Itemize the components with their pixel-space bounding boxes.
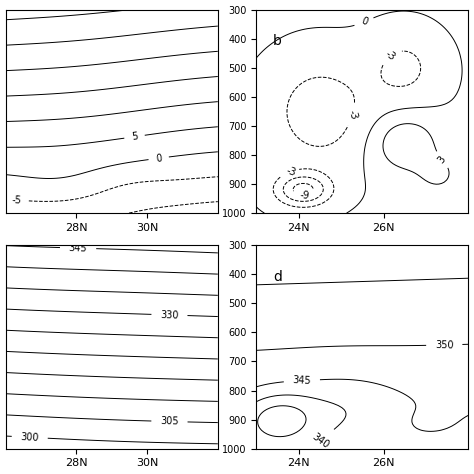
Text: -9: -9 xyxy=(299,190,310,201)
Text: 300: 300 xyxy=(20,432,39,443)
Text: d: d xyxy=(273,270,282,283)
Text: -3: -3 xyxy=(285,165,297,178)
Text: 340: 340 xyxy=(310,431,330,450)
Text: 330: 330 xyxy=(160,310,179,320)
Text: 0: 0 xyxy=(155,153,163,164)
Text: 3: 3 xyxy=(437,154,448,165)
Text: b: b xyxy=(273,34,282,48)
Text: 0: 0 xyxy=(359,16,369,27)
Text: 345: 345 xyxy=(69,243,88,254)
Text: -5: -5 xyxy=(11,195,21,205)
Text: 305: 305 xyxy=(160,416,179,427)
Text: 350: 350 xyxy=(435,340,454,350)
Text: 345: 345 xyxy=(292,375,311,386)
Text: 5: 5 xyxy=(131,131,138,142)
Text: -3: -3 xyxy=(346,109,358,120)
Text: -3: -3 xyxy=(383,49,397,63)
